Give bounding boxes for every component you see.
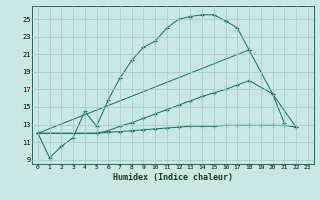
X-axis label: Humidex (Indice chaleur): Humidex (Indice chaleur) xyxy=(113,173,233,182)
